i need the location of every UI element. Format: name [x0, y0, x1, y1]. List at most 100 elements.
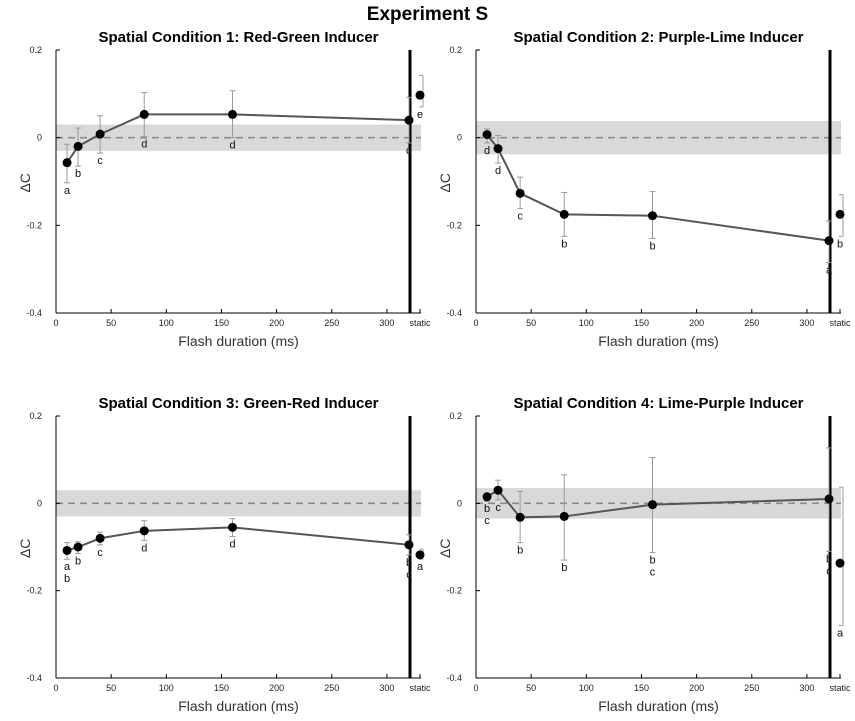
significance-letter: d — [229, 539, 235, 551]
significance-letter: b — [649, 555, 655, 567]
y-tick-label: 0.2 — [449, 45, 462, 55]
x-tick-label: 150 — [634, 683, 649, 693]
static-data-point — [835, 209, 845, 219]
data-point — [62, 545, 72, 555]
significance-letter: a — [64, 561, 71, 573]
x-tick-label: 50 — [526, 318, 536, 328]
static-significance-letter: a — [417, 561, 424, 573]
y-axis-label: ΔC — [437, 539, 453, 558]
x-tick-label: 0 — [473, 683, 478, 693]
data-point — [482, 130, 492, 140]
x-tick-label: 250 — [744, 318, 759, 328]
x-tick-label: 50 — [106, 318, 116, 328]
y-tick-label: 0 — [457, 498, 462, 508]
significance-letter: b — [75, 556, 81, 568]
y-tick-label: -0.2 — [446, 220, 462, 230]
panel-title: Spatial Condition 1: Red-Green Inducer — [98, 29, 378, 46]
x-tick-label: static — [409, 683, 431, 693]
significance-letter: c — [517, 211, 523, 223]
x-tick-label: 250 — [324, 318, 339, 328]
data-point — [228, 109, 237, 119]
y-tick-label: -0.4 — [26, 308, 42, 318]
significance-letter: c — [97, 547, 103, 559]
significance-letter: c — [484, 515, 490, 527]
y-tick-label: -0.2 — [26, 586, 42, 596]
static-data-point — [415, 550, 425, 560]
data-point — [493, 485, 503, 495]
data-point — [515, 188, 525, 198]
significance-letter: c — [97, 155, 103, 167]
x-tick-label: 150 — [634, 318, 649, 328]
y-tick-label: 0.2 — [29, 411, 42, 421]
significance-letter: c — [495, 502, 501, 514]
static-significance-letter: a — [837, 628, 844, 640]
y-tick-label: -0.4 — [446, 308, 462, 318]
significance-letter: d — [406, 145, 412, 157]
y-tick-label: -0.4 — [26, 673, 42, 683]
static-data-point — [415, 90, 425, 100]
static-data-point — [835, 558, 845, 568]
x-tick-label: 250 — [744, 683, 759, 693]
x-tick-label: 150 — [214, 683, 229, 693]
y-tick-label: -0.4 — [446, 673, 462, 683]
y-tick-label: 0.2 — [449, 411, 462, 421]
data-point — [95, 129, 105, 139]
x-tick-label: 100 — [579, 318, 594, 328]
x-tick-label: static — [829, 318, 851, 328]
significance-letter: b — [561, 562, 567, 574]
data-point — [559, 209, 569, 219]
x-tick-label: 100 — [159, 683, 174, 693]
x-tick-label: 0 — [53, 318, 58, 328]
significance-letter: b — [561, 238, 567, 250]
data-point — [404, 115, 414, 125]
data-point — [648, 211, 657, 221]
x-axis-label: Flash duration (ms) — [598, 698, 719, 714]
significance-letter: a — [64, 185, 71, 197]
significance-letter: b — [649, 240, 655, 252]
x-tick-label: 200 — [269, 683, 284, 693]
y-axis-label: ΔC — [17, 539, 33, 558]
panel-title: Spatial Condition 3: Green-Red Inducer — [98, 395, 378, 412]
x-tick-label: static — [829, 683, 851, 693]
data-point — [404, 540, 414, 550]
x-tick-label: 300 — [799, 318, 814, 328]
significance-letter: d — [229, 140, 235, 152]
data-point — [139, 526, 149, 536]
significance-letter: d — [141, 542, 147, 554]
significance-letter: d — [495, 165, 501, 177]
x-tick-label: 100 — [159, 318, 174, 328]
significance-letter: b — [406, 557, 412, 569]
x-tick-label: static — [409, 318, 431, 328]
x-tick-label: 0 — [473, 318, 478, 328]
data-point — [228, 522, 237, 532]
data-point — [62, 158, 72, 168]
x-tick-label: 200 — [269, 318, 284, 328]
data-point — [73, 141, 83, 151]
figure-title: Experiment S — [366, 4, 489, 25]
data-point — [95, 533, 105, 543]
data-point — [515, 512, 525, 522]
x-tick-label: 50 — [526, 683, 536, 693]
x-tick-label: 200 — [689, 318, 704, 328]
panel-title: Spatial Condition 2: Purple-Lime Inducer — [513, 29, 803, 46]
significance-letter: b — [517, 545, 523, 557]
x-tick-label: 50 — [106, 683, 116, 693]
data-point — [493, 144, 503, 154]
x-tick-label: 150 — [214, 318, 229, 328]
y-tick-label: 0.2 — [29, 45, 42, 55]
significance-letter: c — [650, 567, 656, 579]
data-point — [139, 109, 149, 119]
static-significance-letter: e — [417, 109, 423, 121]
panel-title: Spatial Condition 4: Lime-Purple Inducer — [513, 395, 803, 412]
significance-letter: c — [826, 565, 832, 577]
x-axis-label: Flash duration (ms) — [178, 333, 299, 349]
x-tick-label: 300 — [379, 318, 394, 328]
y-axis-label: ΔC — [17, 173, 33, 192]
data-point — [73, 542, 83, 552]
x-tick-label: 100 — [579, 683, 594, 693]
data-point — [648, 500, 657, 510]
